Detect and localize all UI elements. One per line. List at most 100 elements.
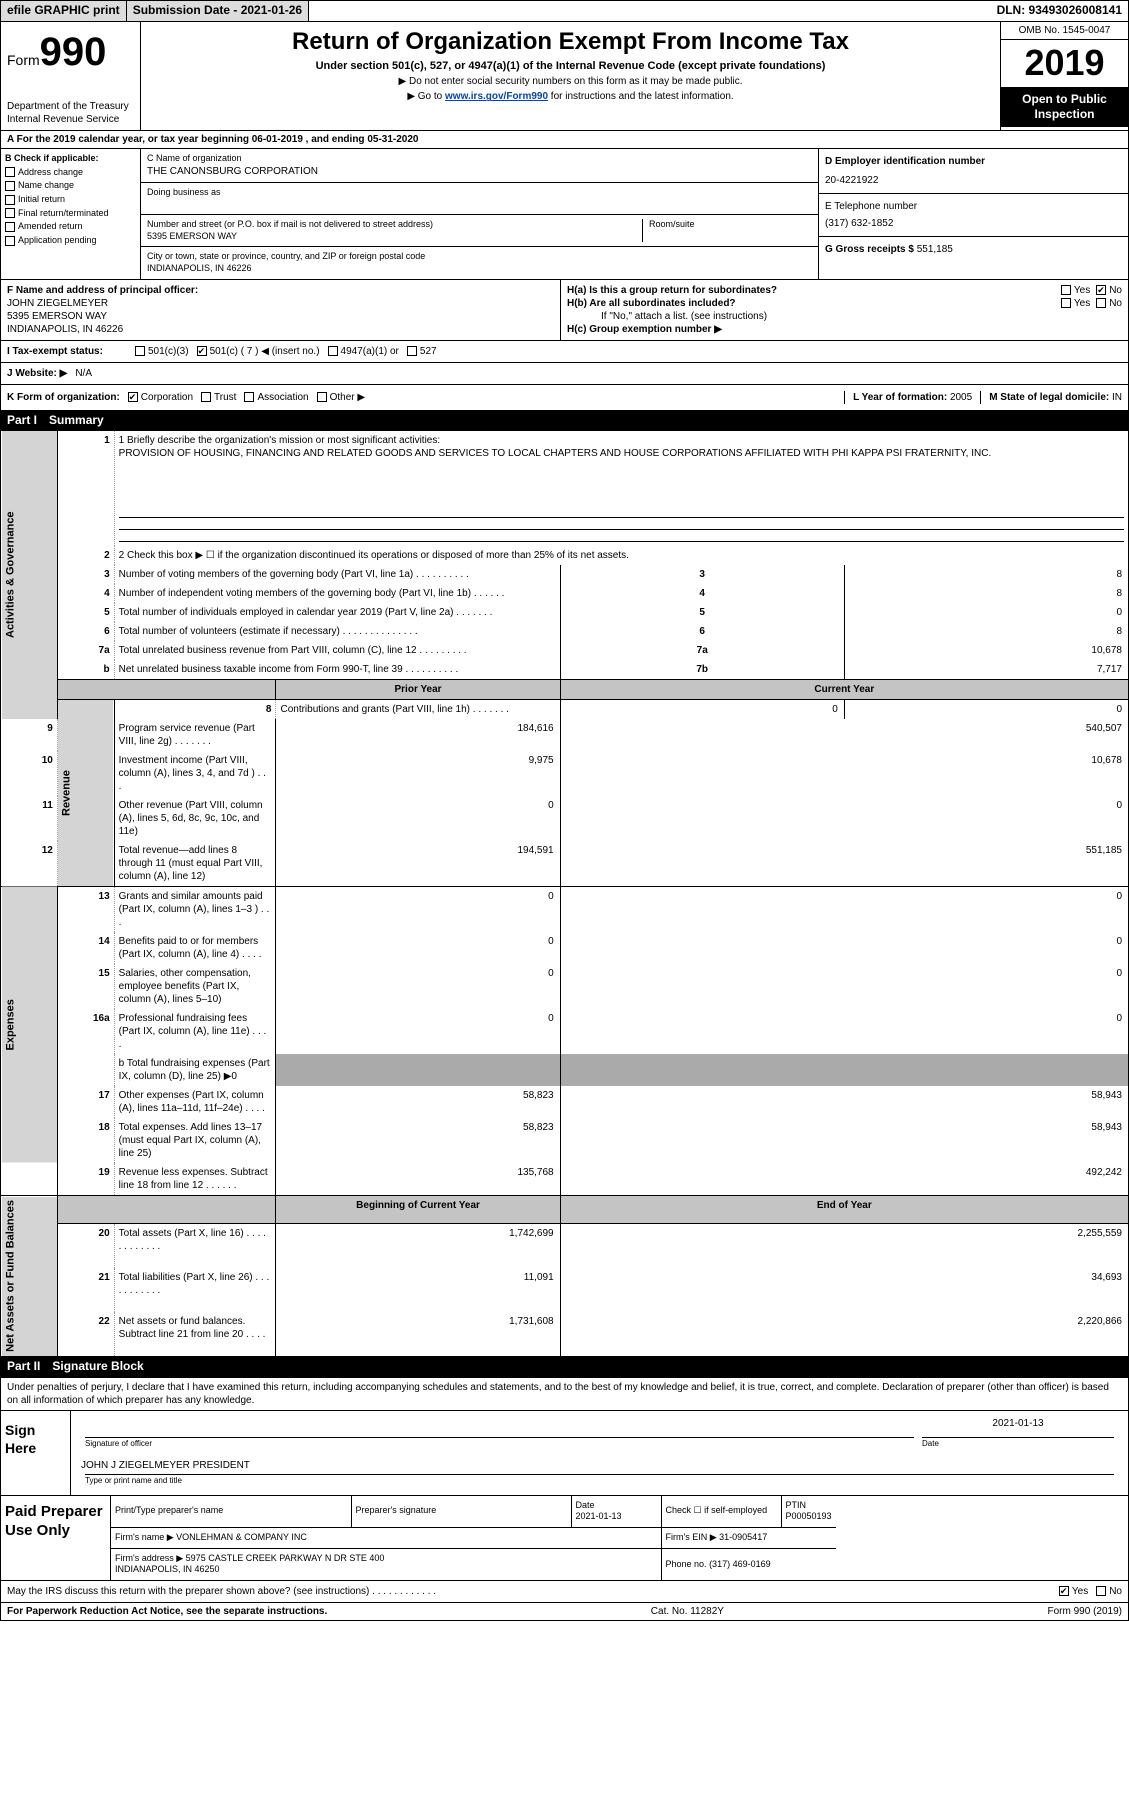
h-a: H(a) Is this a group return for subordin… (567, 284, 1055, 297)
l11: Other revenue (Part VIII, column (A), li… (114, 796, 276, 841)
officer-name-label: Type or print name and title (85, 1474, 1114, 1486)
k-trust: Trust (214, 392, 236, 403)
l16ap: 0 (276, 1009, 560, 1054)
hdr-end: End of Year (560, 1196, 1128, 1223)
l19c: 492,242 (560, 1163, 1128, 1196)
l11p: 0 (276, 796, 560, 841)
c-name-label: C Name of organization (147, 153, 812, 165)
f-box: F Name and address of principal officer:… (1, 280, 561, 340)
f-label: F Name and address of principal officer: (7, 284, 554, 297)
l15c: 0 (560, 964, 1128, 1009)
l8c: 0 (844, 700, 1128, 720)
l12p: 194,591 (276, 841, 560, 887)
l7av: 10,678 (844, 641, 1128, 660)
phone-value: (317) 632-1852 (825, 217, 1122, 230)
ha-no: No (1109, 285, 1122, 296)
addr-value: 5395 EMERSON WAY (147, 231, 636, 243)
b-amended: Amended return (5, 221, 136, 233)
l10c: 10,678 (560, 751, 1128, 796)
h-c: H(c) Group exemption number ▶ (567, 323, 1122, 336)
i-501c: 501(c) ( 7 ) ◀ (insert no.) (210, 346, 320, 357)
k-corp: Corporation (141, 392, 193, 403)
org-name: THE CANONSBURG CORPORATION (147, 165, 812, 178)
i-527: 527 (420, 346, 437, 357)
discuss-no: No (1109, 1586, 1122, 1597)
l18p: 58,823 (276, 1118, 560, 1163)
i-label: I Tax-exempt status: (7, 345, 127, 358)
gross-receipts: 551,185 (917, 244, 953, 255)
instr-2: ▶ Go to www.irs.gov/Form990 for instruct… (149, 90, 992, 103)
l17c: 58,943 (560, 1086, 1128, 1118)
pra-notice: For Paperwork Reduction Act Notice, see … (7, 1605, 327, 1618)
l3v: 8 (844, 565, 1128, 584)
l16a: Professional fundraising fees (Part IX, … (114, 1009, 276, 1054)
top-bar: efile GRAPHIC print Submission Date - 20… (0, 0, 1129, 22)
sig-declare: Under penalties of perjury, I declare th… (0, 1378, 1129, 1411)
l19: Revenue less expenses. Subtract line 18 … (114, 1163, 276, 1196)
l21: Total liabilities (Part X, line 26) . . … (114, 1268, 276, 1312)
l18c: 58,943 (560, 1118, 1128, 1163)
l6v: 8 (844, 622, 1128, 641)
b-pending: Application pending (5, 235, 136, 247)
l6: Total number of volunteers (estimate if … (114, 622, 560, 641)
ha-yes: Yes (1074, 285, 1090, 296)
prep-check: Check ☐ if self-employed (661, 1496, 781, 1528)
form-subtitle: Under section 501(c), 527, or 4947(a)(1)… (149, 59, 992, 73)
hdr-prior: Prior Year (276, 680, 560, 700)
d-label: D Employer identification number (825, 155, 1122, 168)
l7b: Net unrelated business taxable income fr… (114, 660, 560, 680)
row-klm: K Form of organization: Corporation Trus… (0, 385, 1129, 411)
k-assoc: Association (257, 392, 308, 403)
phone-lbl: Phone no. (666, 1559, 707, 1569)
side-exp: Expenses (1, 887, 58, 1164)
ptin: P00050193 (786, 1511, 832, 1521)
l22: Net assets or fund balances. Subtract li… (114, 1312, 276, 1357)
discuss-label: May the IRS discuss this return with the… (7, 1585, 1051, 1598)
l1-label: 1 Briefly describe the organization's mi… (119, 434, 1124, 447)
l13p: 0 (276, 887, 560, 933)
paid-preparer-row: Paid Preparer Use Only Print/Type prepar… (0, 1496, 1129, 1581)
row-i: I Tax-exempt status: 501(c)(3) 501(c) ( … (0, 341, 1129, 363)
officer-addr2: INDIANAPOLIS, IN 46226 (7, 323, 554, 336)
city-value: INDIANAPOLIS, IN 46226 (147, 263, 812, 275)
l13c: 0 (560, 887, 1128, 933)
l7a: Total unrelated business revenue from Pa… (114, 641, 560, 660)
part2-num: Part II (7, 1359, 40, 1375)
prep-sig-label: Preparer's signature (351, 1496, 571, 1528)
submission-date: Submission Date - 2021-01-26 (127, 1, 309, 21)
k-other: Other ▶ (330, 392, 365, 403)
sign-here-row: Sign Here Signature of officer 2021-01-1… (0, 1411, 1129, 1496)
b-title: B Check if applicable: (5, 153, 136, 165)
l14c: 0 (560, 932, 1128, 964)
l17: Other expenses (Part IX, column (A), lin… (114, 1086, 276, 1118)
l15p: 0 (276, 964, 560, 1009)
form-ref: Form 990 (2019) (1048, 1605, 1122, 1618)
officer-addr1: 5395 EMERSON WAY (7, 310, 554, 323)
firm-ein-lbl: Firm's EIN ▶ (666, 1532, 717, 1542)
l8: Contributions and grants (Part VIII, lin… (276, 700, 560, 720)
l17p: 58,823 (276, 1086, 560, 1118)
b-name-change: Name change (5, 180, 136, 192)
firm-ein: 31-0905417 (719, 1532, 767, 1542)
l13: Grants and similar amounts paid (Part IX… (114, 887, 276, 933)
l19p: 135,768 (276, 1163, 560, 1196)
officer-printed-name: JOHN J ZIEGELMEYER PRESIDENT (81, 1459, 1118, 1472)
city-label: City or town, state or province, country… (147, 251, 812, 263)
form-number: 990 (40, 30, 107, 74)
form990-link[interactable]: www.irs.gov/Form990 (445, 91, 548, 102)
hdr-curr: Current Year (560, 680, 1128, 700)
ein-value: 20-4221922 (825, 174, 1122, 187)
l16b: b Total fundraising expenses (Part IX, c… (114, 1054, 276, 1086)
b-addr-change: Address change (5, 167, 136, 179)
l12: Total revenue—add lines 8 through 11 (mu… (114, 841, 276, 887)
form-header: Form990 Department of the Treasury Inter… (0, 22, 1129, 131)
l22p: 1,731,608 (276, 1312, 560, 1357)
summary-table: Activities & Governance 1 1 Briefly desc… (0, 431, 1129, 1357)
firm-addr-lbl: Firm's address ▶ (115, 1553, 183, 1563)
discuss-yes: Yes (1072, 1586, 1088, 1597)
l2: 2 Check this box ▶ ☐ if the organization… (114, 546, 1128, 565)
room-label: Room/suite (649, 219, 812, 231)
dba-label: Doing business as (147, 187, 812, 199)
l16ac: 0 (560, 1009, 1128, 1054)
footer: For Paperwork Reduction Act Notice, see … (0, 1603, 1129, 1621)
